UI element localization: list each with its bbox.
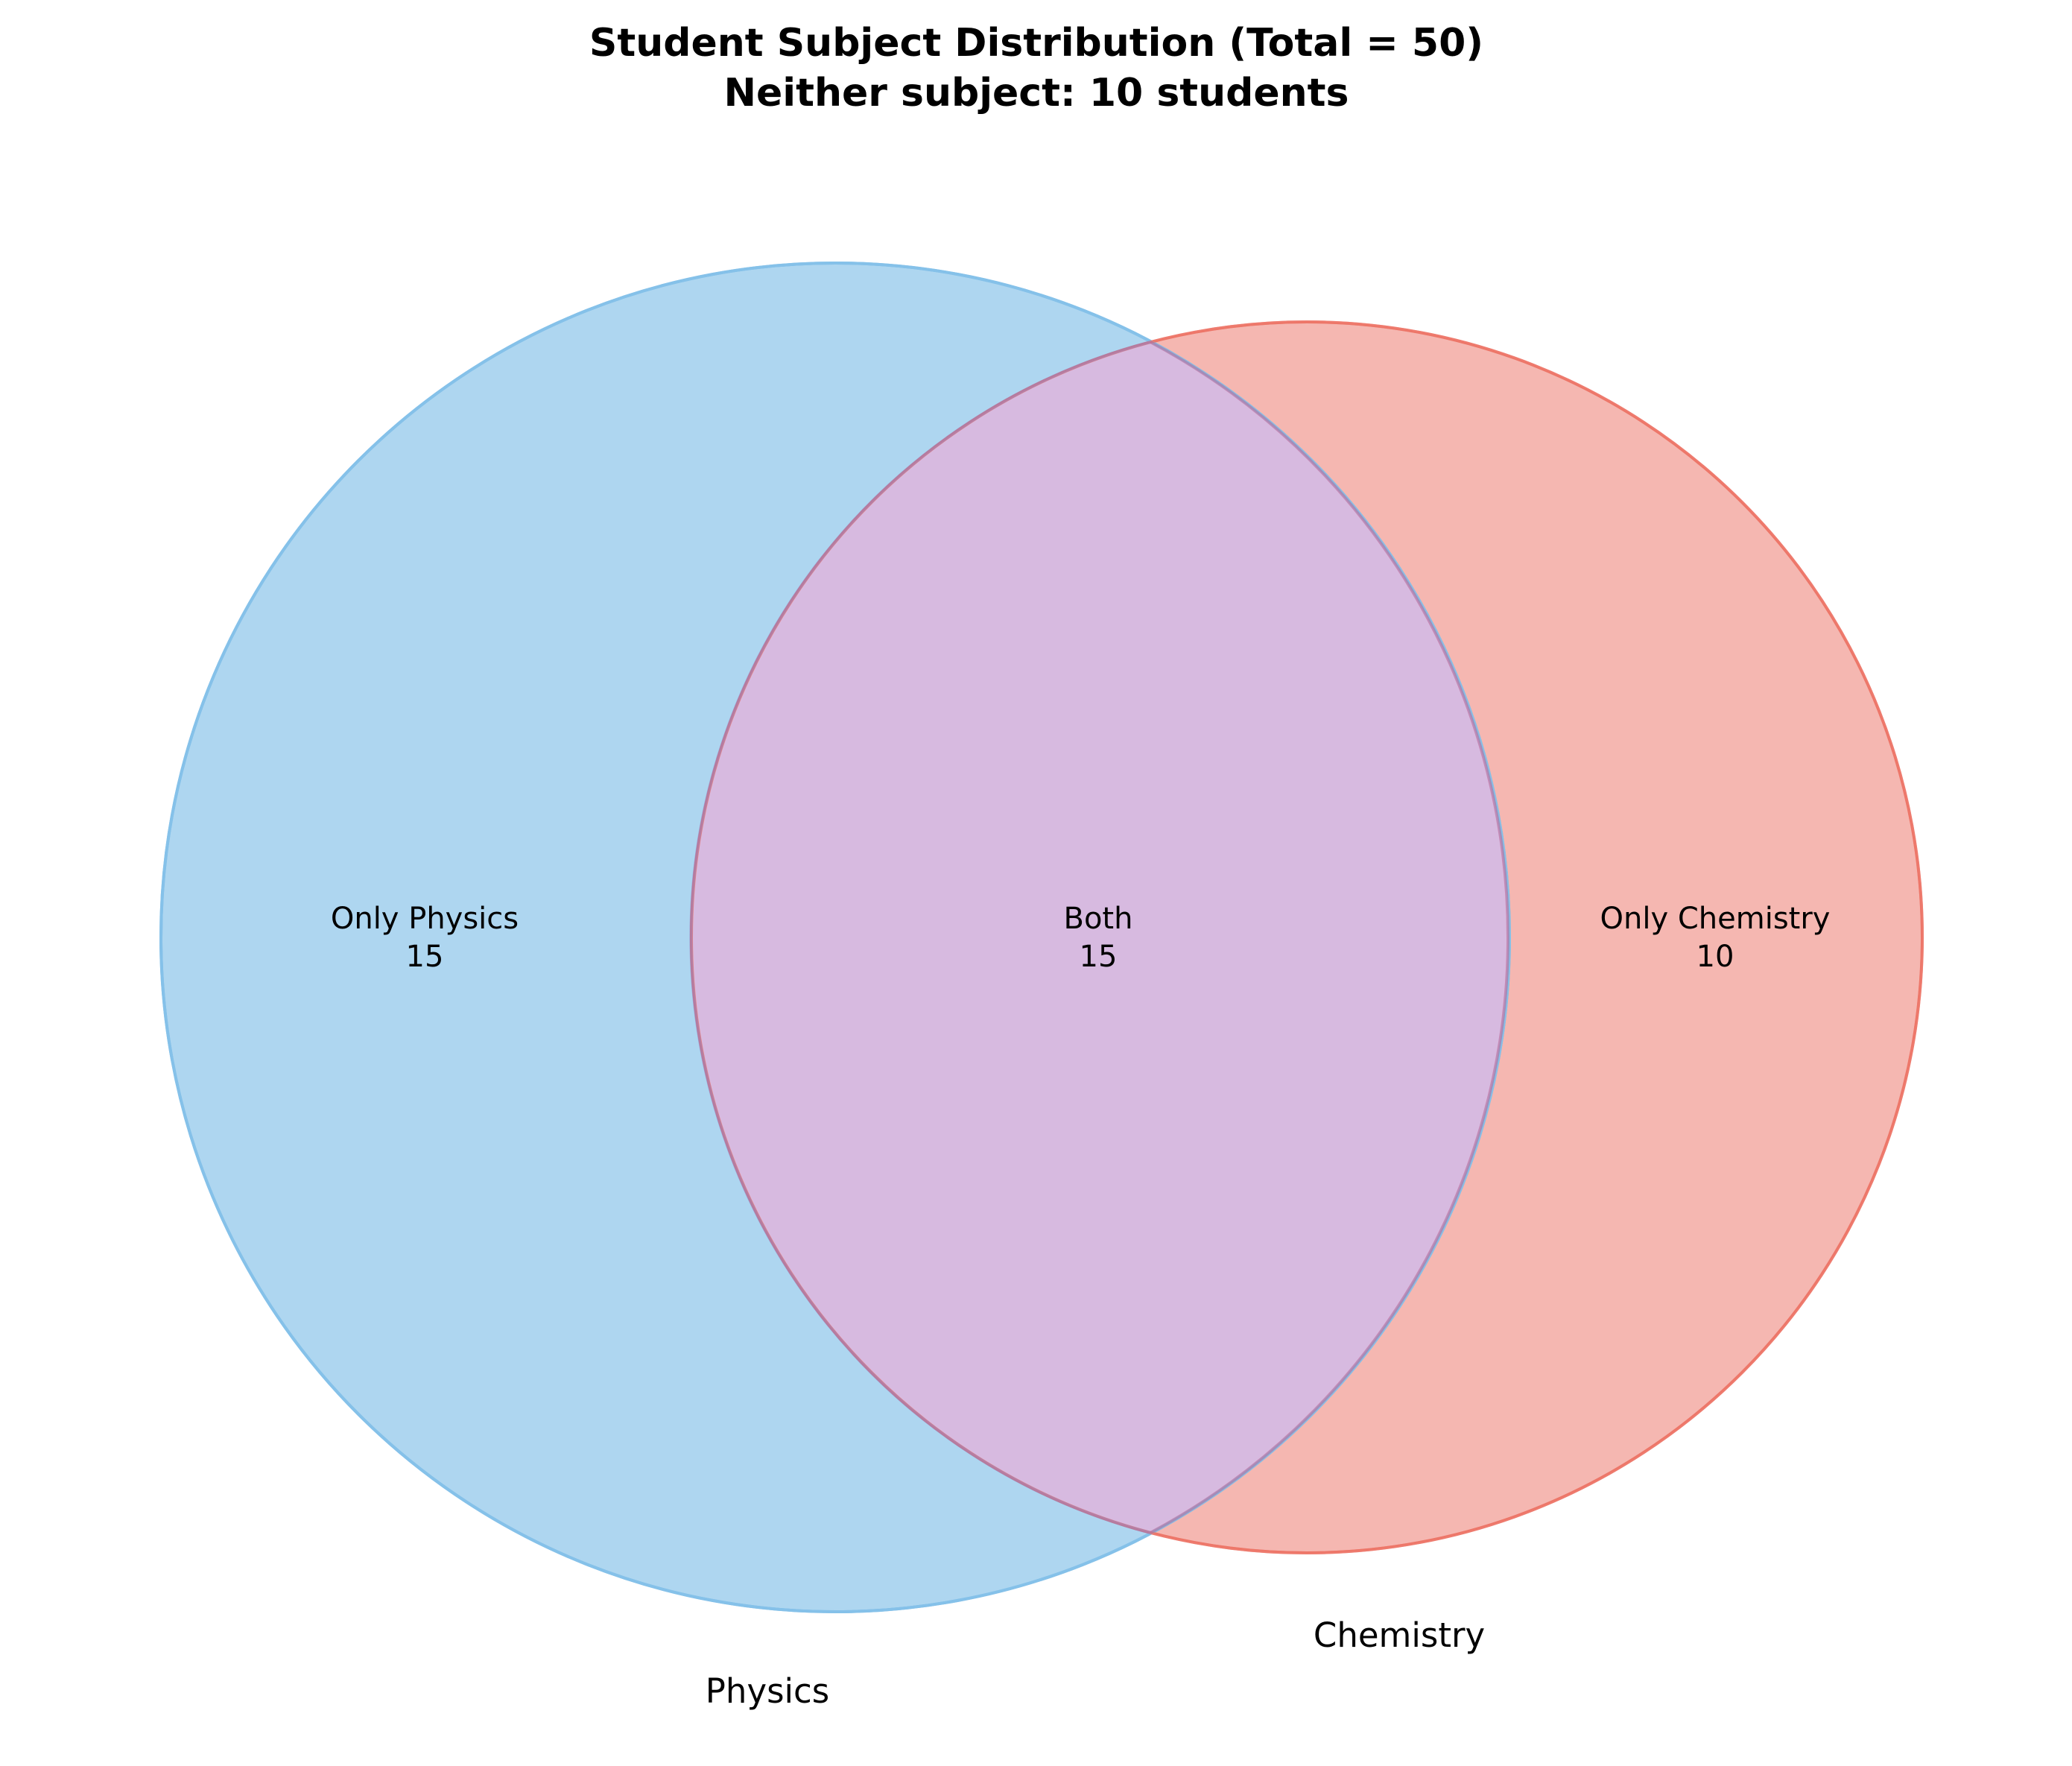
title-line-2: Neither subject: 10 students bbox=[724, 71, 1349, 115]
title-line-1: Student Subject Distribution (Total = 50… bbox=[589, 21, 1483, 66]
only-physics-label: Only Physics bbox=[331, 902, 519, 936]
overlap-left-edge bbox=[689, 341, 1151, 1534]
chemistry-set-label: Chemistry bbox=[1314, 1615, 1485, 1655]
only-chemistry-label: Only Chemistry bbox=[1600, 902, 1831, 936]
overlap-region bbox=[691, 322, 1509, 1553]
overlap-right-edge bbox=[1150, 341, 1509, 1534]
only-chemistry-count: 10 bbox=[1696, 940, 1734, 974]
only-physics-count: 15 bbox=[406, 940, 444, 974]
both-count: 15 bbox=[1080, 940, 1118, 974]
physics-set-label: Physics bbox=[706, 1671, 829, 1711]
both-label: Both bbox=[1064, 902, 1133, 936]
